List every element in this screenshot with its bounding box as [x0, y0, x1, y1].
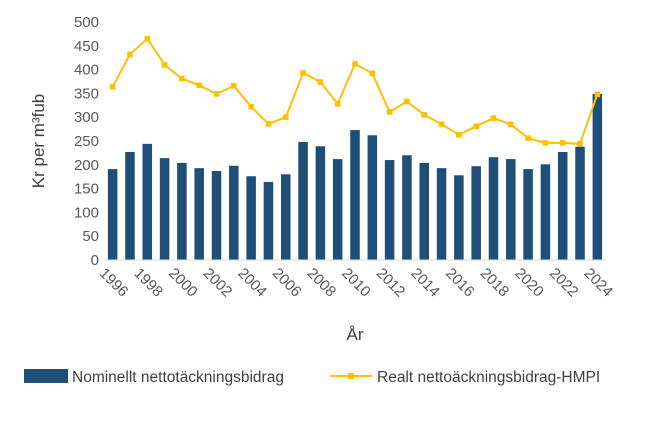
bar [367, 135, 378, 260]
line-point [352, 61, 358, 67]
bar [454, 175, 464, 260]
bar [592, 93, 603, 260]
bar [540, 164, 551, 260]
line-point [231, 82, 237, 89]
bar [229, 165, 239, 260]
x-tick-label: 2024 [581, 265, 617, 301]
y-axis-ticks: 0 50 100 150 200 250 300 350 400 450 500 [74, 14, 99, 269]
bar [298, 141, 308, 260]
bar [142, 143, 153, 260]
bar [488, 157, 499, 260]
line-point [507, 121, 514, 128]
y-tick-label: 50 [82, 228, 99, 245]
bar [471, 166, 481, 260]
bar [557, 151, 568, 260]
bar [315, 146, 326, 260]
line-point [369, 70, 376, 77]
x-tick-label: 2016 [442, 265, 478, 301]
line-point [161, 62, 168, 68]
legend-bar-swatch [24, 369, 68, 383]
x-tick-label: 2020 [511, 265, 547, 301]
x-tick-label: 1998 [130, 265, 166, 301]
x-tick-label: 2006 [269, 265, 305, 301]
line-point [404, 98, 410, 105]
line-point [109, 83, 116, 90]
y-tick-label: 350 [74, 85, 99, 102]
line-point [438, 121, 445, 128]
y-tick-label: 300 [74, 109, 99, 126]
x-axis-ticks: 1996 1998 2000 2002 2004 2006 2008 2010 2012 2014… [96, 265, 616, 301]
line-point [421, 112, 428, 118]
bar [332, 159, 343, 260]
y-tick-label: 150 [74, 181, 99, 198]
x-tick-label: 2018 [477, 265, 513, 301]
line-point [594, 91, 601, 98]
line-point [386, 109, 393, 115]
line-point [317, 79, 324, 85]
bar [523, 169, 533, 260]
y-tick-label: 0 [91, 252, 99, 269]
line-point [542, 140, 549, 146]
x-tick-label: 2014 [407, 265, 443, 301]
bar [419, 162, 430, 260]
bar [107, 169, 118, 260]
line-point [559, 140, 566, 146]
bar [263, 181, 274, 260]
line-point [282, 114, 289, 120]
line-point [213, 91, 220, 97]
bar [159, 158, 170, 260]
line-point [196, 82, 203, 89]
line-point [265, 121, 272, 127]
x-tick-label: 2010 [338, 265, 374, 301]
series-line [111, 37, 599, 145]
bar [280, 174, 291, 260]
bar [125, 151, 135, 260]
bar-series [107, 93, 603, 260]
line-point [179, 75, 185, 82]
bar [384, 160, 395, 260]
line-point [473, 123, 479, 130]
y-tick-label: 450 [74, 38, 99, 55]
bar [436, 168, 447, 260]
legend-line-marker [348, 373, 354, 379]
bar [506, 159, 516, 260]
line-point [525, 135, 531, 141]
legend-bar-label: Nominellt nettotäckningsbidrag [72, 369, 284, 386]
y-tick-label: 200 [74, 157, 99, 174]
bar [350, 130, 360, 260]
x-tick-label: 2008 [304, 265, 340, 301]
line-point [144, 35, 151, 42]
bar [246, 176, 256, 260]
x-tick-label: 2022 [546, 265, 582, 301]
legend-line-label: Realt nettoäckningsbidrag-HMPI [377, 369, 600, 386]
x-tick-label: 2004 [234, 265, 270, 301]
bar [177, 162, 187, 260]
y-tick-label: 100 [74, 204, 99, 221]
x-tick-label: 2012 [373, 265, 409, 301]
x-tick-label: 2000 [165, 265, 201, 301]
y-tick-label: 500 [74, 14, 99, 31]
x-tick-label: 1996 [96, 265, 132, 301]
line-point [490, 115, 497, 121]
x-axis-label: År [347, 325, 364, 344]
line-point [334, 101, 341, 107]
y-tick-label: 400 [74, 62, 99, 79]
line-point [577, 141, 583, 147]
line-point [300, 70, 306, 76]
y-tick-label: 250 [74, 133, 99, 150]
line-point [127, 51, 133, 58]
bar [211, 170, 222, 260]
line-series [109, 35, 601, 147]
line-point [456, 132, 462, 138]
line-point [248, 103, 254, 110]
bar [402, 155, 412, 260]
x-tick-label: 2002 [200, 265, 236, 301]
legend: Nominellt nettotäckningsbidrag Realt net… [24, 369, 600, 386]
bar [575, 146, 585, 260]
bar [194, 168, 204, 260]
y-axis-label: Kr per m³fub [29, 94, 48, 188]
